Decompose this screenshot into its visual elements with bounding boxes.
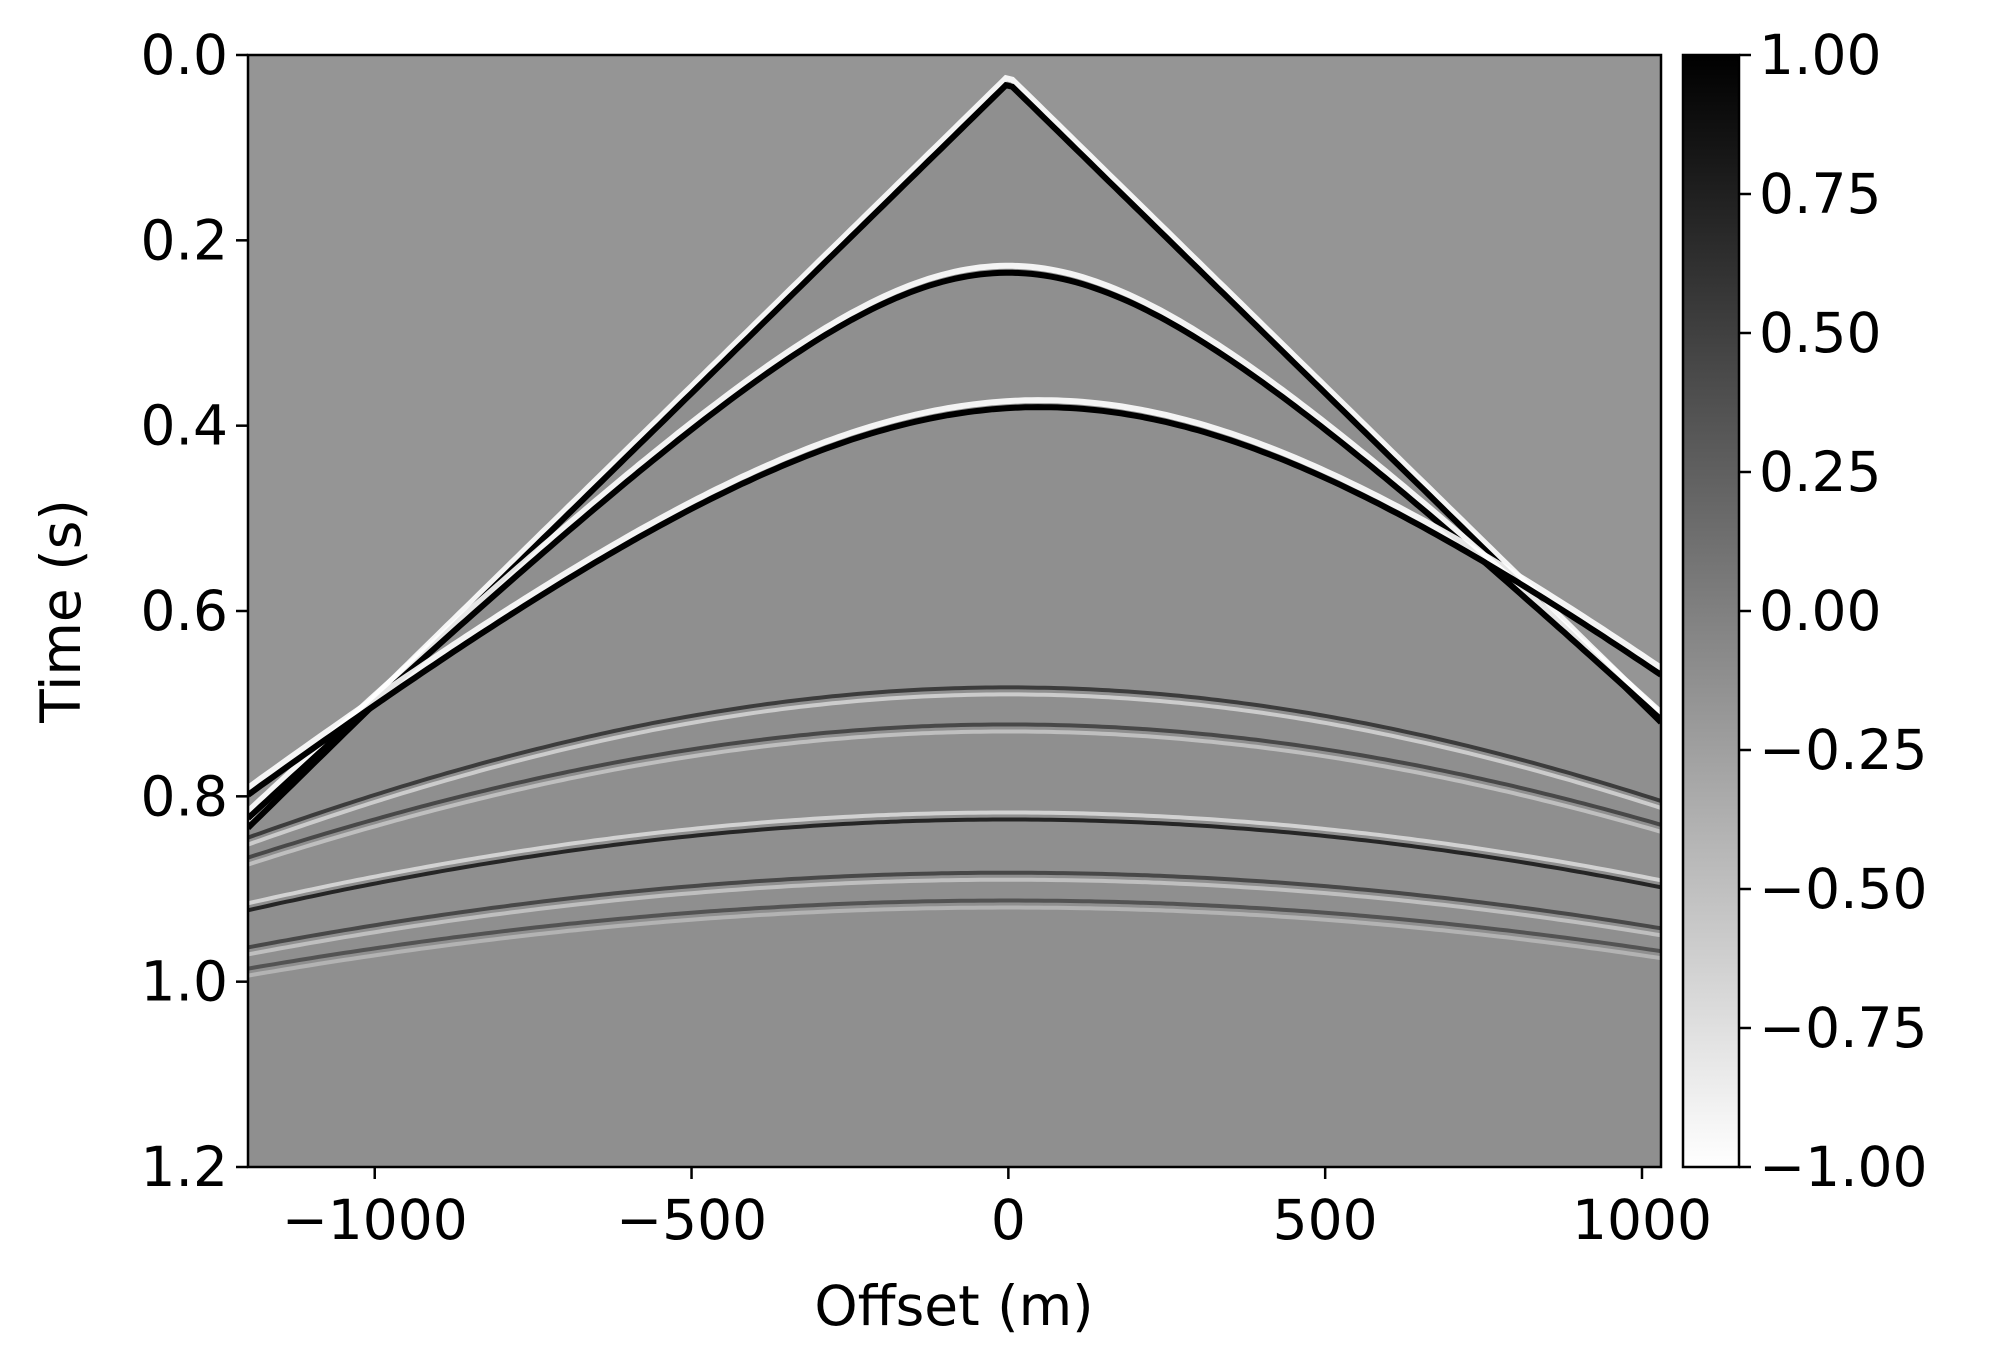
wavefield [248, 74, 1661, 1167]
event-wavelet [248, 905, 1661, 978]
event-wavelet [248, 729, 1661, 867]
x-tick-label: −500 [616, 1188, 767, 1252]
event-wavelet [248, 269, 1661, 821]
event-wavelet [248, 877, 1661, 957]
event-sidelobe [248, 810, 1661, 906]
y-axis: 0.0 0.2 0.4 0.6 0.8 1.0 1.2 [141, 23, 248, 1199]
y-tick-label: 0.6 [141, 579, 228, 643]
x-tick-label: 1000 [1572, 1188, 1712, 1252]
x-axis: −1000 −500 0 500 1000 [282, 1167, 1712, 1252]
colorbar-tick-label: −1.00 [1759, 1135, 1928, 1199]
colorbar-ticks: 1.00 0.75 0.50 0.25 0.00 −0.25 −0.50 −0.75 −1.00 [1739, 23, 1928, 1199]
event-sidelobe [248, 685, 1661, 840]
event-sidelobe [248, 262, 1661, 814]
colorbar-tick-label: −0.50 [1759, 857, 1928, 921]
event-7 [248, 870, 1661, 957]
event-sidelobe [248, 898, 1661, 971]
y-tick-label: 1.0 [141, 950, 228, 1014]
x-axis-title: Offset (m) [814, 1274, 1093, 1338]
y-tick-label: 0.2 [141, 208, 228, 272]
x-tick-label: −1000 [282, 1188, 468, 1252]
y-tick-label: 0.0 [141, 23, 228, 87]
colorbar-tick-label: 0.50 [1759, 301, 1881, 365]
y-axis-title: Time (s) [29, 499, 93, 724]
y-tick-label: 0.8 [141, 764, 228, 828]
event-wavelet [248, 817, 1661, 913]
event-sidelobe [248, 74, 1661, 823]
event-5 [248, 722, 1661, 867]
colorbar-tick-label: 0.00 [1759, 579, 1881, 643]
event-sidelobe [248, 722, 1661, 860]
colorbar-tick-label: −0.75 [1759, 996, 1928, 1060]
event-3 [248, 397, 1661, 798]
event-wavelet [248, 404, 1661, 798]
y-tick-label: 0.4 [141, 394, 228, 458]
colorbar-gradient-bar [1681, 53, 1741, 1169]
event-wavelet [248, 692, 1661, 847]
colorbar-tick-label: 0.75 [1759, 162, 1881, 226]
x-tick-label: 0 [991, 1188, 1026, 1252]
event-2 [248, 262, 1661, 821]
colorbar-tick-label: 1.00 [1759, 23, 1881, 87]
colorbar-tick-label: 0.25 [1759, 440, 1881, 504]
plot-area [246, 53, 1663, 1169]
colorbar: 1.00 0.75 0.50 0.25 0.00 −0.25 −0.50 −0.75 −1.00 [1681, 23, 1928, 1199]
event-8 [248, 898, 1661, 978]
colorbar-tick-label: −0.25 [1759, 718, 1928, 782]
event-sidelobe [248, 870, 1661, 950]
x-tick-label: 500 [1273, 1188, 1378, 1252]
y-tick-label: 1.2 [141, 1135, 228, 1199]
event-4 [248, 685, 1661, 847]
event-sidelobe [248, 397, 1661, 791]
event-6 [248, 810, 1661, 913]
